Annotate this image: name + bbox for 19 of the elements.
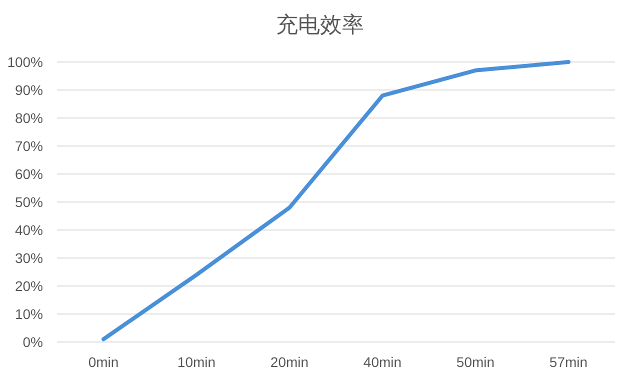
line-series xyxy=(102,60,570,342)
y-tick-label: 70% xyxy=(14,138,43,154)
x-tick-label: 10min xyxy=(177,354,216,370)
y-tick-label: 30% xyxy=(14,250,43,266)
x-tick-label: 0min xyxy=(88,354,119,370)
y-tick-label: 80% xyxy=(14,110,43,126)
y-tick-label: 50% xyxy=(14,194,43,210)
chart-title: 充电效率 xyxy=(276,12,364,37)
y-tick-label: 100% xyxy=(7,54,43,70)
x-tick-label: 40min xyxy=(363,354,402,370)
y-tick-label: 90% xyxy=(14,82,43,98)
y-tick-label: 40% xyxy=(14,222,43,238)
x-tick-label: 50min xyxy=(456,354,495,370)
x-tick-label: 20min xyxy=(270,354,309,370)
y-tick-label: 0% xyxy=(22,334,43,350)
y-tick-label: 60% xyxy=(14,166,43,182)
x-tick-label: 57min xyxy=(549,354,588,370)
y-tick-label: 20% xyxy=(14,278,43,294)
y-tick-label: 10% xyxy=(14,306,43,322)
